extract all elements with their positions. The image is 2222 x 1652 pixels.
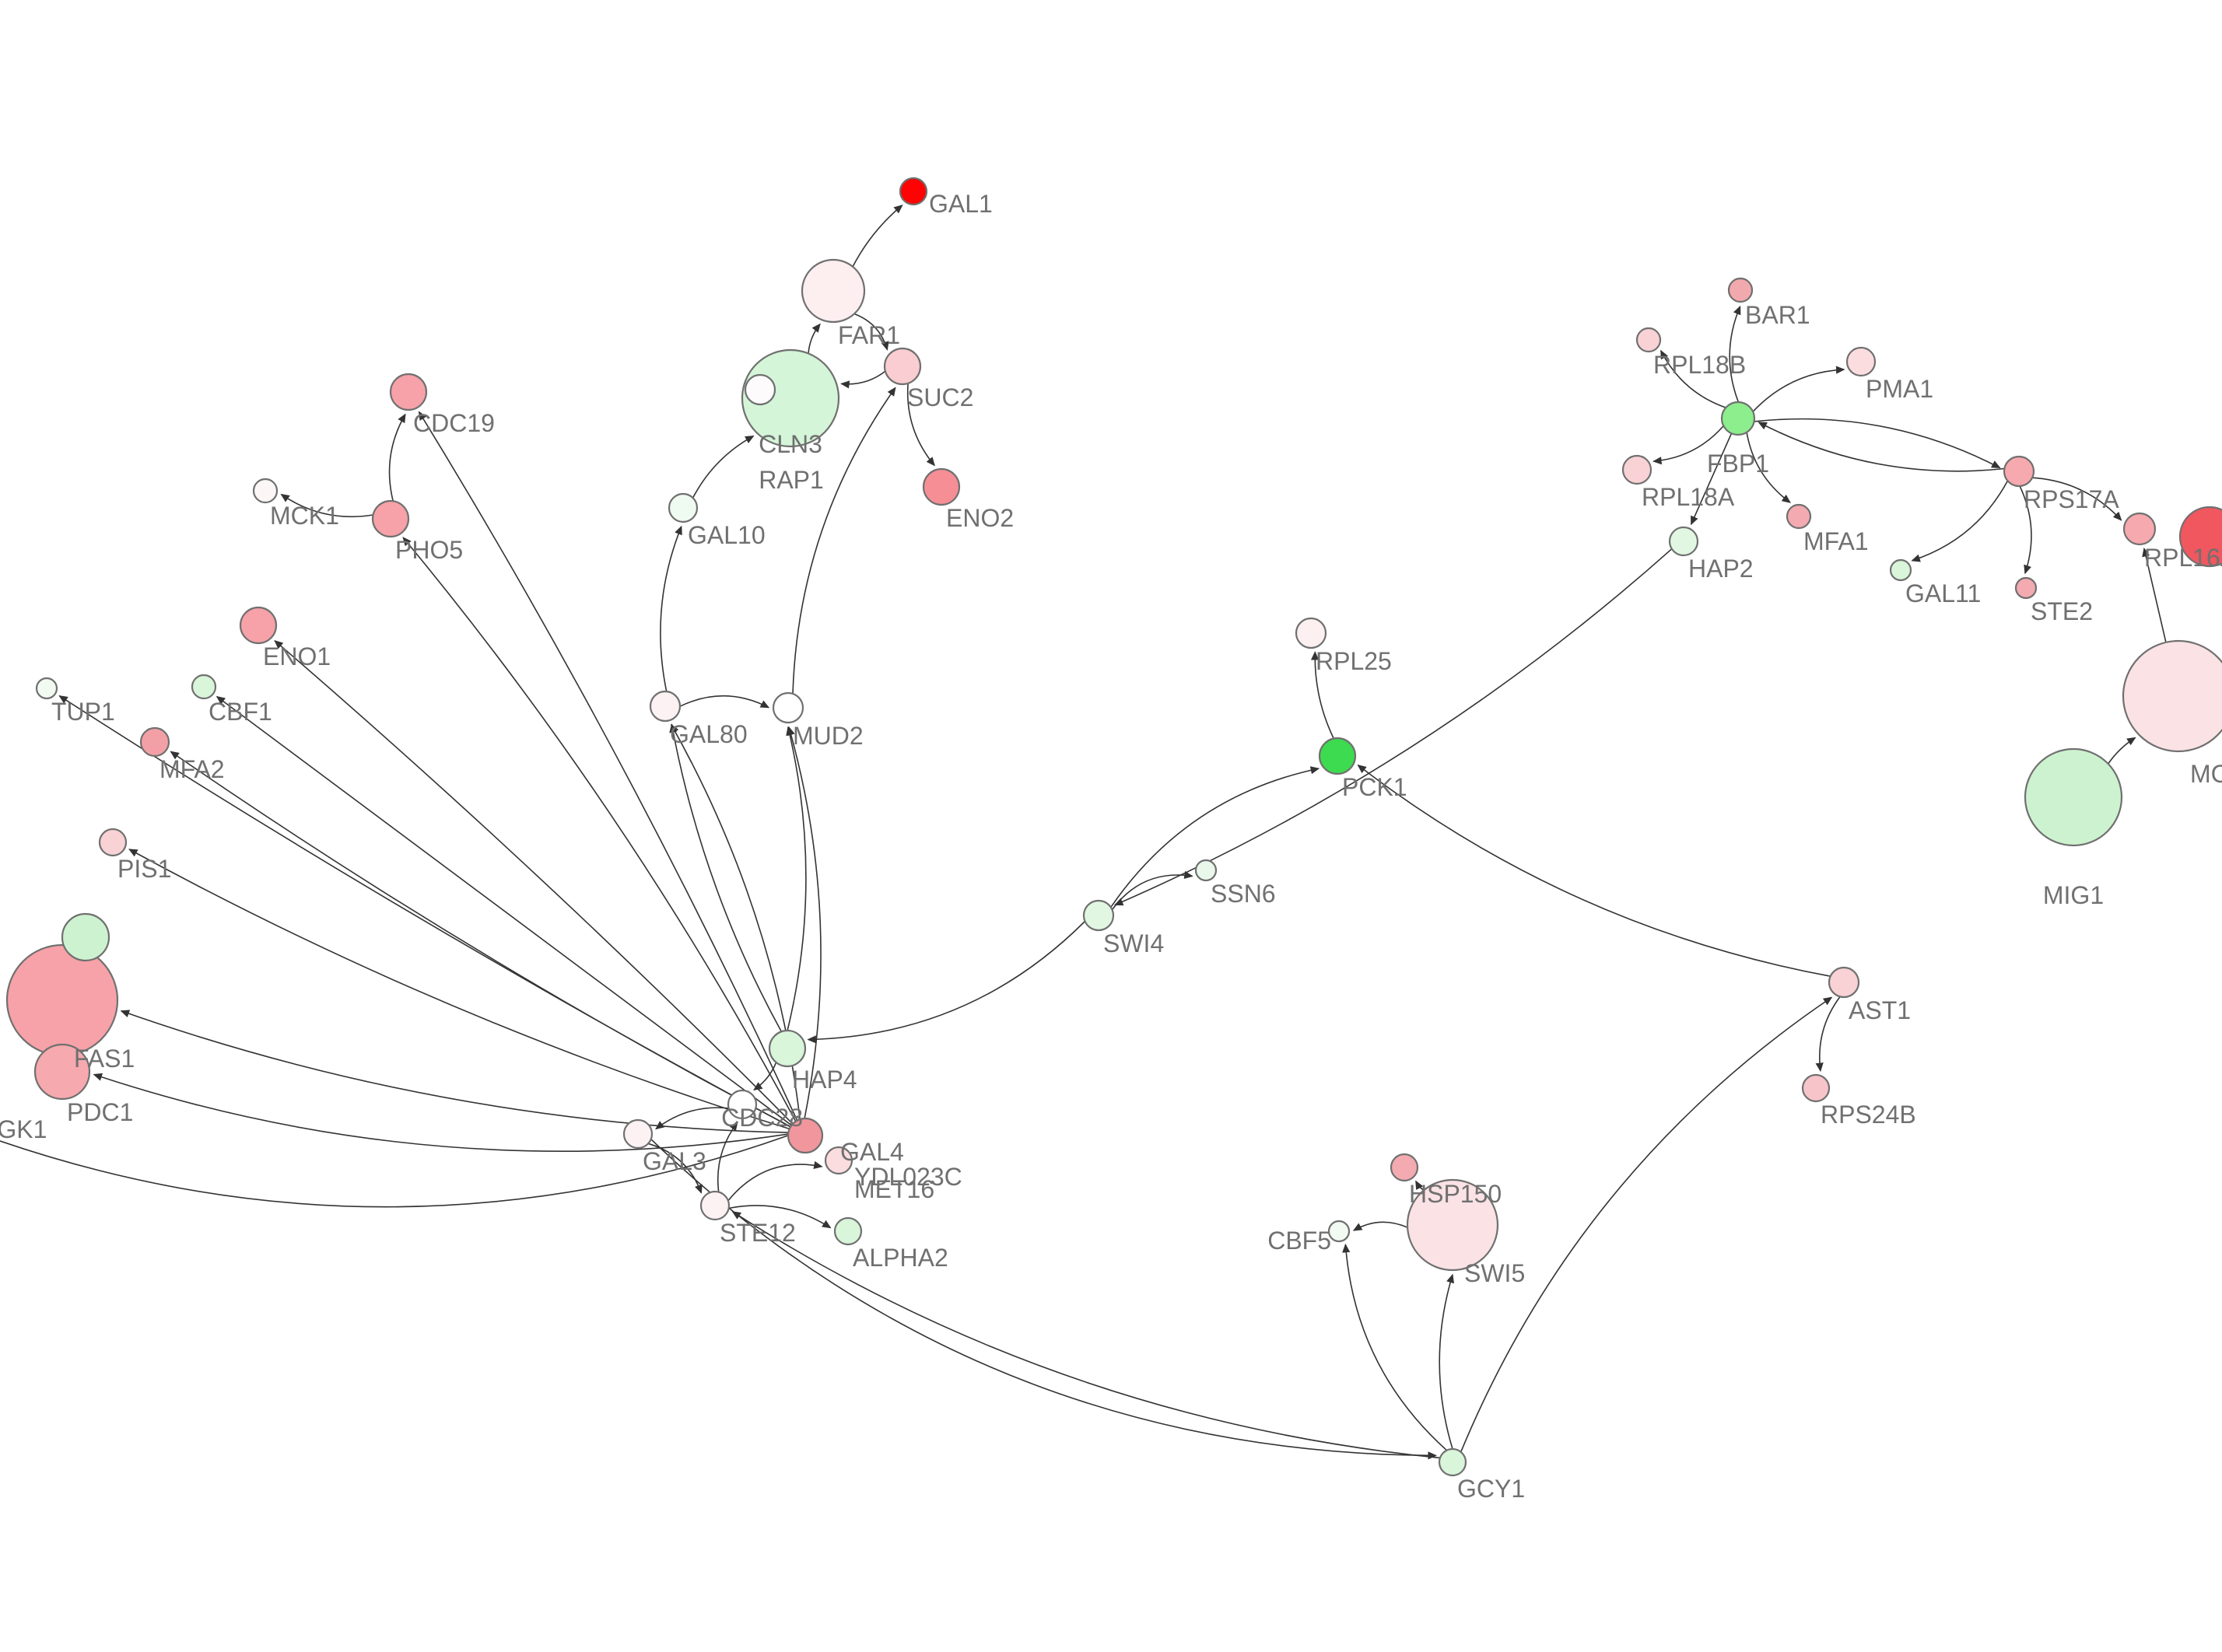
svg-text:ENO1: ENO1 <box>263 642 331 670</box>
svg-text:RPS17A: RPS17A <box>2024 485 2119 513</box>
svg-text:MCK1: MCK1 <box>270 502 339 530</box>
svg-text:MET16: MET16 <box>854 1175 934 1203</box>
svg-text:GCY1: GCY1 <box>1457 1475 1525 1503</box>
svg-text:GAL3: GAL3 <box>643 1147 706 1175</box>
svg-text:FAS1: FAS1 <box>74 1045 135 1073</box>
svg-text:CDC19: CDC19 <box>413 409 495 437</box>
svg-text:HAP2: HAP2 <box>1688 555 1754 583</box>
svg-text:GAL1: GAL1 <box>929 190 993 218</box>
svg-text:FAR1: FAR1 <box>838 321 900 349</box>
svg-text:TUP1: TUP1 <box>51 698 115 726</box>
svg-text:ALPHA2: ALPHA2 <box>853 1244 948 1272</box>
svg-text:PIS1: PIS1 <box>117 855 171 883</box>
svg-text:MUD2: MUD2 <box>793 722 864 750</box>
svg-text:RPL25: RPL25 <box>1316 647 1392 675</box>
svg-text:PCK1: PCK1 <box>1342 773 1407 801</box>
svg-text:PDC1: PDC1 <box>67 1098 133 1126</box>
svg-text:RPL18B: RPL18B <box>1653 351 1746 379</box>
svg-text:MIG1: MIG1 <box>2043 881 2104 909</box>
svg-text:SWI5: SWI5 <box>1464 1259 1525 1287</box>
svg-text:PGK1: PGK1 <box>0 1115 47 1143</box>
svg-text:GAL11: GAL11 <box>1905 579 1981 607</box>
svg-text:FBP1: FBP1 <box>1707 450 1769 478</box>
svg-text:CDC28: CDC28 <box>721 1104 803 1132</box>
svg-text:CBF5: CBF5 <box>1267 1227 1331 1255</box>
svg-text:ENO2: ENO2 <box>946 504 1014 532</box>
svg-text:MFA2: MFA2 <box>159 755 225 783</box>
svg-text:SWI4: SWI4 <box>1103 929 1164 957</box>
svg-text:CBF1: CBF1 <box>209 698 272 726</box>
svg-text:STE2: STE2 <box>2031 597 2093 625</box>
svg-text:PHO5: PHO5 <box>395 536 463 564</box>
svg-text:RPL18A: RPL18A <box>1642 483 1735 511</box>
svg-text:RPS24B: RPS24B <box>1821 1101 1916 1129</box>
svg-text:PMA1: PMA1 <box>1866 375 1933 403</box>
svg-text:SSN6: SSN6 <box>1211 880 1276 908</box>
svg-text:MCM1: MCM1 <box>2190 760 2222 788</box>
svg-text:HAP4: HAP4 <box>792 1066 857 1094</box>
svg-text:GAL80: GAL80 <box>670 720 748 748</box>
svg-text:RPL16A: RPL16A <box>2144 544 2222 572</box>
svg-text:GAL10: GAL10 <box>688 521 766 549</box>
svg-text:SUC2: SUC2 <box>907 383 973 411</box>
svg-text:GAL4: GAL4 <box>840 1138 904 1166</box>
svg-text:HSP150: HSP150 <box>1409 1180 1502 1208</box>
svg-text:CLN3: CLN3 <box>759 430 822 458</box>
svg-text:AST1: AST1 <box>1849 996 1911 1024</box>
svg-text:BAR1: BAR1 <box>1745 301 1810 329</box>
svg-text:STE12: STE12 <box>720 1219 796 1247</box>
svg-text:MFA1: MFA1 <box>1803 527 1869 555</box>
svg-text:RAP1: RAP1 <box>759 466 824 494</box>
